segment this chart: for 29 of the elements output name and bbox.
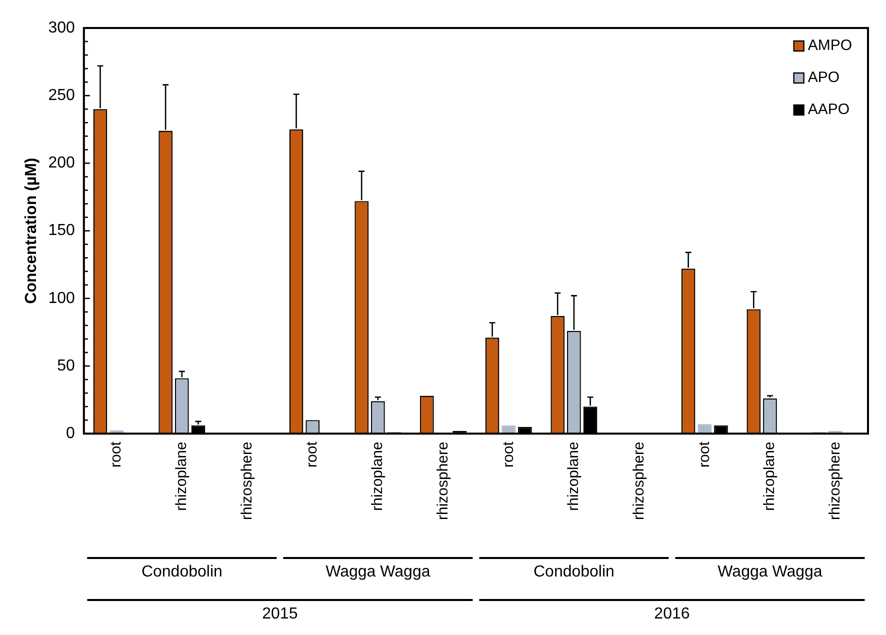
x-tick-label: root bbox=[696, 440, 713, 468]
legend-label: AAPO bbox=[808, 101, 850, 118]
y-tick-label: 0 bbox=[66, 425, 75, 442]
text: Wagga Wagga bbox=[718, 563, 822, 580]
x-tick-label: root bbox=[500, 440, 517, 468]
text: Wagga Wagga bbox=[326, 563, 430, 580]
x-tick-label: rhizosphere bbox=[826, 442, 844, 520]
y-tick-label: 150 bbox=[48, 222, 75, 240]
y-tick-label: 300 bbox=[48, 19, 75, 36]
x-tick-label: rhizosphere bbox=[630, 442, 648, 520]
x-tick-label: root bbox=[304, 440, 321, 468]
legend-label: AMPO bbox=[808, 37, 852, 54]
x-tick-label: rhizoplane bbox=[369, 442, 386, 511]
x-tick-label: rhizosphere bbox=[238, 442, 256, 520]
legend-label: APO bbox=[808, 69, 840, 86]
text: 2016 bbox=[654, 605, 690, 622]
y-tick-label: 250 bbox=[48, 87, 75, 104]
x-tick-label: root bbox=[108, 440, 125, 468]
x-tick-label: rhizoplane bbox=[173, 442, 190, 511]
x-tick-label: rhizosphere bbox=[434, 442, 452, 520]
x-tick-label: rhizoplane bbox=[565, 442, 582, 511]
y-axis-title: Concentration (µM) bbox=[23, 158, 40, 304]
x-tick-label: rhizoplane bbox=[761, 442, 778, 511]
text: 2015 bbox=[262, 605, 298, 622]
text: Condobolin bbox=[533, 563, 614, 580]
text: Condobolin bbox=[141, 563, 222, 580]
y-tick-label: 50 bbox=[57, 357, 75, 374]
y-tick-label: 200 bbox=[48, 154, 75, 172]
y-tick-label: 100 bbox=[48, 290, 75, 307]
